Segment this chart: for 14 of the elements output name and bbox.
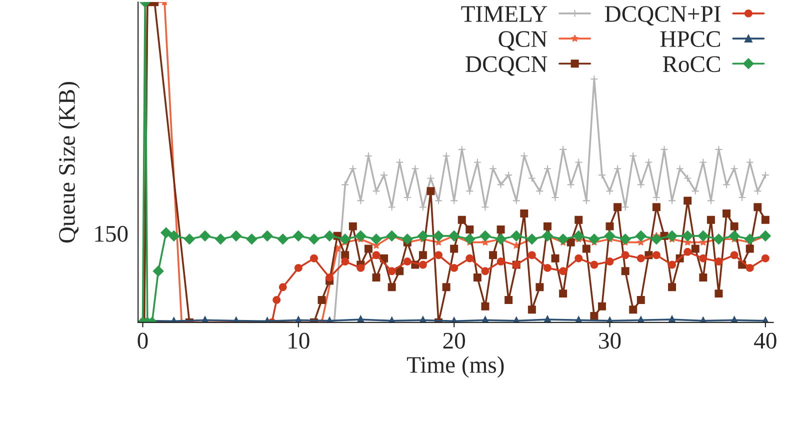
x-tick-label: 40 <box>754 332 776 349</box>
y-axis-title: Queue Size (KB) <box>58 82 80 243</box>
legend-label: RoCC <box>662 56 720 72</box>
legend-label: DCQCN+PI <box>604 6 720 26</box>
text: 150 <box>95 226 128 242</box>
x-tick-label: 30 <box>599 332 621 349</box>
legend-label: TIMELY <box>461 6 548 22</box>
legend-label: QCN <box>498 31 548 51</box>
x-axis-title: Time (ms) <box>406 356 504 378</box>
x-tick-label: 20 <box>443 332 465 349</box>
legend-label: DCQCN <box>466 56 548 76</box>
legend-label: HPCC <box>660 31 720 48</box>
x-tick-label: 0 <box>138 332 148 349</box>
x-tick-label: 10 <box>288 332 310 349</box>
